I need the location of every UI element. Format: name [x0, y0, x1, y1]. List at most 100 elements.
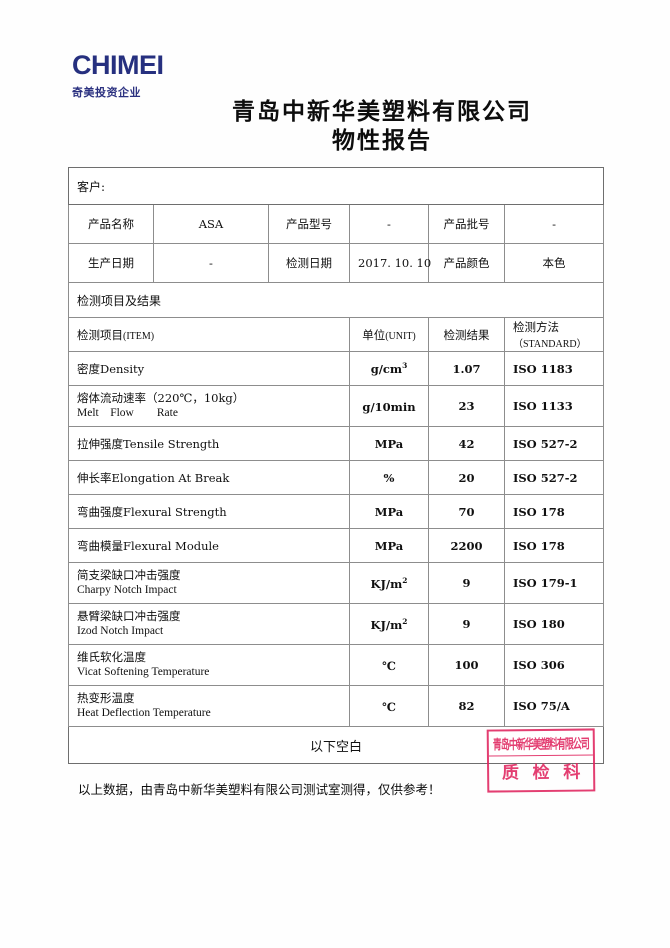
item-en: Flexural Module: [123, 538, 219, 553]
item-en: Vicat Softening Temperature: [77, 666, 210, 679]
table-row: 简支梁缺口冲击强度 Charpy Notch Impact KJ/m2 9 ISO…: [68, 562, 605, 604]
col-header-unit-cn: 单位: [362, 327, 386, 342]
product-info-row: 生产日期 - 检测日期 2017. 10. 10 产品颜色 本色: [68, 243, 605, 283]
unit-text: KJ/m: [370, 617, 403, 632]
result-item: 熔体流动速率（220℃，10kg） Melt Flow Rate: [68, 385, 350, 427]
result-unit: %: [349, 460, 429, 495]
result-unit: ℃: [349, 644, 429, 686]
unit-superscript: 3: [402, 361, 408, 371]
table-row: 密度Density g/cm3 1.07 ISO 1183: [68, 351, 605, 386]
letterhead: CHIMEI 奇美投资企业 青岛中新华美塑料有限公司 物性报告: [72, 52, 602, 162]
stamp-char-3: 科: [563, 762, 581, 783]
product-color-label: 产品颜色: [428, 243, 505, 283]
result-value: 1.07: [428, 351, 505, 386]
stamp-char-1: 质: [501, 763, 520, 784]
result-unit: MPa: [349, 494, 429, 529]
document-title: 青岛中新华美塑料有限公司 物性报告: [172, 98, 592, 156]
product-info-row: 产品名称 ASA 产品型号 - 产品批号 -: [68, 204, 605, 244]
stamp-department-line: 质 检 科: [489, 755, 593, 791]
result-unit: MPa: [349, 426, 429, 461]
test-date-value: 2017. 10. 10: [349, 243, 431, 283]
result-item: 悬臂梁缺口冲击强度 Izod Notch Impact: [68, 603, 350, 645]
item-en: Melt Flow Rate: [77, 407, 178, 420]
result-standard: ISO 1183: [503, 351, 605, 386]
result-standard: ISO 179-1: [503, 562, 605, 604]
production-date-label: 生产日期: [68, 243, 154, 283]
result-unit: KJ/m2: [349, 562, 429, 604]
col-header-result: 检测结果: [428, 317, 505, 352]
result-item: 弯曲强度Flexural Strength: [68, 494, 350, 529]
product-model-value: -: [349, 204, 429, 244]
result-value: 2200: [428, 528, 505, 563]
result-standard: ISO 178: [503, 494, 605, 529]
result-value: 23: [428, 385, 505, 427]
col-header-standard: 检测方法 （STANDARD）: [503, 317, 605, 352]
col-header-standard-cn: 检测方法: [513, 320, 559, 334]
result-value: 9: [428, 562, 505, 604]
unit-text: MPa: [374, 538, 404, 553]
result-unit: ℃: [349, 685, 429, 727]
result-standard: ISO 1133: [503, 385, 605, 427]
test-date-label: 检测日期: [268, 243, 350, 283]
result-unit: g/10min: [349, 385, 429, 427]
company-name-title: 青岛中新华美塑料有限公司: [232, 98, 532, 125]
product-batch-value: -: [503, 204, 605, 244]
results-section-heading: 检测项目及结果: [67, 282, 605, 318]
table-row: 弯曲强度Flexural Strength MPa 70 ISO 178: [68, 494, 605, 529]
logo-wordmark: CHIMEI: [72, 50, 164, 80]
footer-disclaimer: 以上数据，由青岛中新华美塑料有限公司测试室测得，仅供参考！: [78, 782, 441, 797]
customer-label: 客户:: [67, 167, 605, 205]
result-value: 9: [428, 603, 505, 645]
unit-text: g/10min: [362, 399, 416, 414]
customer-row: 客户:: [67, 167, 605, 205]
item-cn: 弯曲强度: [77, 504, 123, 519]
product-color-value: 本色: [503, 243, 605, 283]
table-row: 悬臂梁缺口冲击强度 Izod Notch Impact KJ/m2 9 ISO 1…: [68, 603, 605, 645]
result-standard: ISO 180: [503, 603, 605, 645]
result-standard: ISO 306: [503, 644, 605, 686]
result-unit: KJ/m2: [349, 603, 429, 645]
result-standard: ISO 178: [503, 528, 605, 563]
col-header-item-en: (ITEM): [123, 330, 155, 342]
table-row: 维氏软化温度 Vicat Softening Temperature ℃ 100 …: [68, 644, 605, 686]
end-of-data-label: 以下空白: [67, 726, 605, 764]
unit-text: MPa: [374, 504, 404, 519]
item-en: Charpy Notch Impact: [77, 584, 177, 597]
result-item: 弯曲模量Flexural Module: [68, 528, 350, 563]
product-batch-label: 产品批号: [428, 204, 505, 244]
table-row: 熔体流动速率（220℃，10kg） Melt Flow Rate g/10min …: [68, 385, 605, 427]
item-cn: 熔体流动速率（220℃，10kg）: [77, 390, 245, 405]
item-en: Izod Notch Impact: [77, 625, 164, 638]
table-row: 伸长率Elongation At Break % 20 ISO 527-2: [68, 460, 605, 495]
result-value: 70: [428, 494, 505, 529]
unit-superscript: 2: [402, 575, 408, 585]
stamp-company-line: 青岛中新华美塑料有限公司: [488, 730, 593, 757]
col-header-item-cn: 检测项目: [77, 327, 123, 342]
item-cn: 维氏软化温度: [77, 649, 146, 664]
result-item: 简支梁缺口冲击强度 Charpy Notch Impact: [68, 562, 350, 604]
unit-text: MPa: [374, 436, 404, 451]
unit-text: KJ/m: [370, 576, 403, 591]
quality-inspection-stamp: 青岛中新华美塑料有限公司 质 检 科: [486, 728, 596, 793]
table-row: 弯曲模量Flexural Module MPa 2200 ISO 178: [68, 528, 605, 563]
col-header-unit-en: (UNIT): [385, 330, 416, 342]
chimei-logo: CHIMEI 奇美投资企业: [72, 50, 180, 99]
result-value: 100: [428, 644, 505, 686]
item-cn: 伸长率: [77, 470, 112, 485]
result-value: 42: [428, 426, 505, 461]
unit-text: ℃: [382, 699, 396, 714]
item-cn: 拉伸强度: [77, 436, 123, 451]
result-item: 密度Density: [68, 351, 350, 386]
report-type-title: 物性报告: [332, 127, 432, 155]
item-en: Flexural Strength: [123, 504, 227, 519]
item-en: Elongation At Break: [111, 470, 230, 485]
stamp-company-text: 青岛中新华美塑料有限公司: [492, 737, 589, 754]
item-en: Tensile Strength: [123, 436, 220, 451]
result-unit: MPa: [349, 528, 429, 563]
table-row: 热变形温度 Heat Deflection Temperature ℃ 82 IS…: [68, 685, 605, 727]
result-item: 伸长率Elongation At Break: [68, 460, 350, 495]
production-date-value: -: [153, 243, 269, 283]
item-cn: 弯曲模量: [77, 538, 123, 553]
table-row: 拉伸强度Tensile Strength MPa 42 ISO 527-2: [68, 426, 605, 461]
